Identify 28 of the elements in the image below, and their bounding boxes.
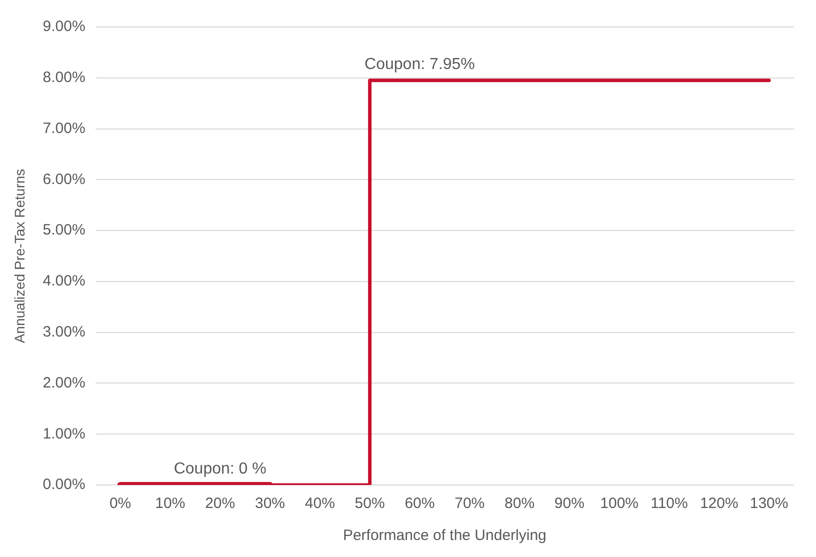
x-tick-label: 20% [205,495,236,512]
y-tick-label: 6.00% [42,170,86,188]
annotation: Coupon: 0 % [174,460,266,478]
x-tick-label: 0% [109,495,132,512]
x-tick-label: 110% [650,495,688,512]
x-tick-label: 90% [554,495,584,512]
x-tick-label: 60% [404,495,435,512]
y-axis-title: Annualized Pre-Tax Returns [11,168,28,344]
y-tick-label: 2.00% [42,374,86,392]
x-tick-label: 10% [155,495,186,512]
x-tick-label: 40% [304,495,335,512]
y-tick-label: 0.00% [42,476,86,494]
x-tick-label: 100% [600,495,639,512]
y-tick-label: 8.00% [42,69,86,86]
y-tick-label: 3.00% [42,323,86,340]
x-tick-label: 80% [504,495,535,512]
y-tick-label: 7.00% [42,120,86,137]
x-tick-label: 70% [454,495,485,512]
x-tick-label: 50% [354,495,385,512]
x-axis-title: Performance of the Underlying [342,527,546,544]
x-tick-label: 30% [254,495,286,512]
y-tick-label: 5.00% [42,222,86,239]
x-tick-label: 130% [750,495,788,512]
y-tick-label: 4.00% [42,272,86,290]
annotation: Coupon: 7.95% [364,56,475,73]
y-tick-label: 1.00% [42,425,86,442]
x-tick-label: 120% [700,495,738,512]
y-tick-label: 9.00% [42,18,86,36]
